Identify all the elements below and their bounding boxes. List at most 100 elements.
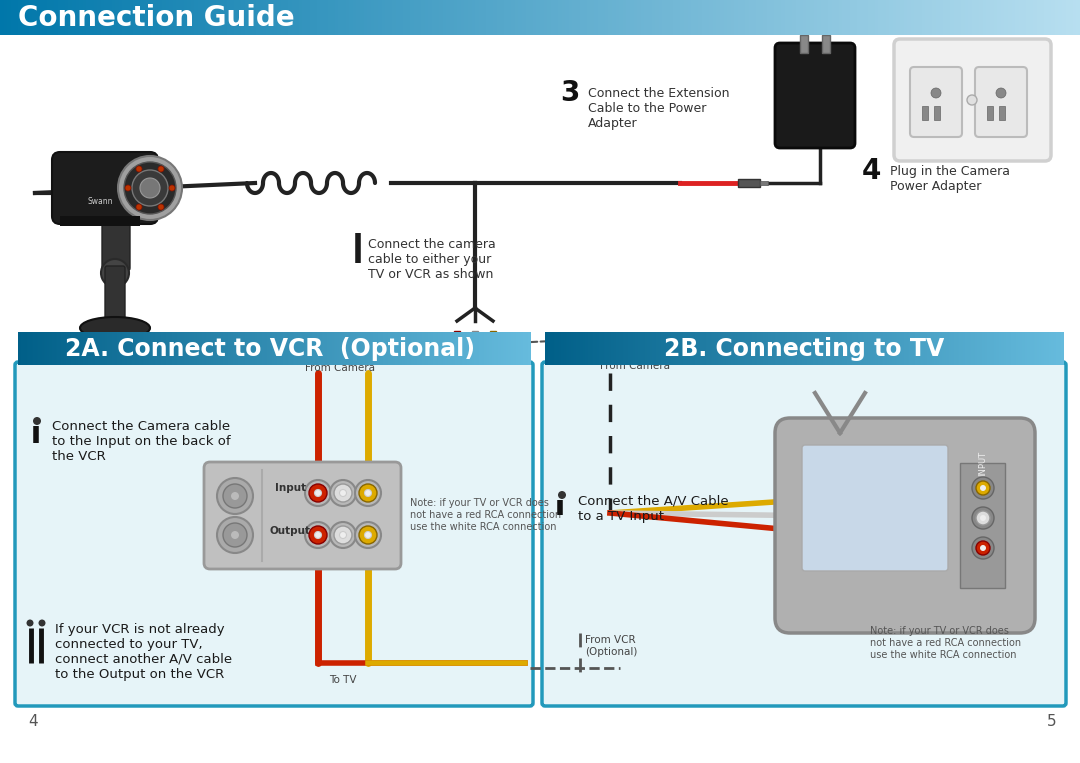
Bar [316, 332, 319, 365]
Bar [575, 332, 577, 365]
Bar [271, 332, 273, 365]
Bar [351, 332, 353, 365]
Bar [274, 332, 276, 365]
Bar [454, 0, 458, 35]
Text: Connect the Camera cable
to the Input on the back of
the VCR: Connect the Camera cable to the Input on… [52, 420, 231, 463]
Bar [958, 332, 960, 365]
Bar [424, 332, 427, 365]
Bar [720, 0, 724, 35]
Circle shape [125, 185, 131, 191]
Bar [565, 0, 569, 35]
Bar [738, 0, 742, 35]
Bar [809, 332, 811, 365]
Bar [194, 0, 199, 35]
Bar [353, 0, 356, 35]
Circle shape [314, 490, 322, 497]
Bar [704, 332, 706, 365]
Circle shape [231, 492, 239, 500]
Circle shape [136, 204, 141, 210]
Bar [464, 0, 469, 35]
Bar [816, 332, 819, 365]
Bar [151, 0, 156, 35]
Bar [572, 332, 575, 365]
Bar [270, 0, 274, 35]
Bar [443, 0, 447, 35]
Bar [446, 332, 448, 365]
Bar [953, 332, 955, 365]
Circle shape [305, 480, 330, 506]
Bar [68, 0, 72, 35]
Bar [1002, 332, 1004, 365]
Bar [670, 332, 672, 365]
Bar [990, 332, 993, 365]
Bar [954, 0, 958, 35]
Bar [372, 332, 374, 365]
Bar [410, 0, 415, 35]
Bar [607, 332, 609, 365]
Bar [842, 0, 847, 35]
Bar [1013, 332, 1015, 365]
Bar [872, 332, 874, 365]
Bar [306, 0, 310, 35]
Bar [813, 0, 818, 35]
Bar [245, 0, 248, 35]
Bar [298, 332, 300, 365]
Bar [724, 0, 728, 35]
Bar [287, 332, 289, 365]
Bar [137, 0, 140, 35]
Bar [426, 332, 428, 365]
Bar [850, 0, 853, 35]
Bar [414, 332, 416, 365]
Bar [272, 332, 274, 365]
Bar [802, 0, 807, 35]
Bar [545, 332, 548, 365]
Bar [675, 332, 677, 365]
Text: Input: Input [275, 483, 306, 493]
Bar [392, 332, 394, 365]
Bar [976, 332, 978, 365]
Bar [219, 332, 221, 365]
Bar [356, 332, 359, 365]
Bar [303, 332, 306, 365]
Bar [829, 332, 832, 365]
Bar [140, 0, 145, 35]
Bar [292, 0, 296, 35]
Bar [153, 332, 156, 365]
Text: 4: 4 [862, 157, 881, 185]
Bar [446, 0, 450, 35]
Bar [721, 332, 724, 365]
Bar [281, 0, 285, 35]
Bar [429, 0, 432, 35]
Bar [100, 0, 105, 35]
Bar [679, 332, 681, 365]
Bar [688, 0, 691, 35]
Bar [743, 332, 746, 365]
Bar [501, 332, 503, 365]
Bar [218, 332, 220, 365]
Bar [211, 332, 213, 365]
Bar [880, 332, 882, 365]
Bar [578, 332, 580, 365]
Bar [638, 332, 640, 365]
Bar [651, 0, 656, 35]
Bar [278, 332, 280, 365]
Bar [458, 332, 460, 365]
Bar [478, 332, 481, 365]
Bar [558, 332, 561, 365]
Bar [440, 0, 443, 35]
Bar [243, 332, 245, 365]
Bar [701, 332, 703, 365]
Bar [662, 0, 666, 35]
Bar [369, 332, 372, 365]
FancyBboxPatch shape [910, 67, 962, 137]
Bar [389, 332, 391, 365]
Circle shape [33, 417, 41, 425]
Bar [434, 332, 436, 365]
Bar [821, 332, 823, 365]
Bar [36, 0, 40, 35]
Text: 2B. Connecting to TV: 2B. Connecting to TV [664, 337, 944, 361]
Bar [961, 0, 966, 35]
Bar [518, 0, 523, 35]
Bar [640, 332, 643, 365]
Bar [973, 332, 975, 365]
